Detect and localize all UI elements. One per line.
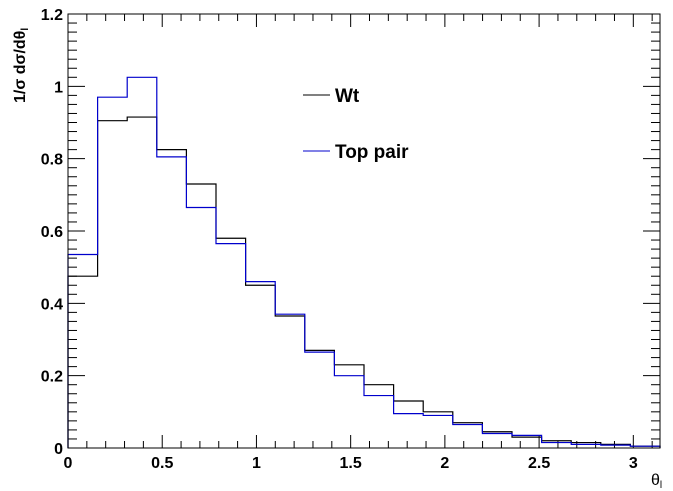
y-tick-label: 1 <box>54 79 63 96</box>
x-tick-label: 0 <box>64 455 73 472</box>
legend-label-top-pair: Top pair <box>335 142 409 163</box>
x-tick-label: 1 <box>252 455 261 472</box>
y-tick-label: 0.4 <box>41 296 63 313</box>
y-tick-label: 0.8 <box>41 152 63 169</box>
x-tick-label: 1.5 <box>340 455 362 472</box>
series-top-pair-step-line <box>67 76 661 448</box>
x-tick-label: 3 <box>629 455 638 472</box>
x-axis-label-sub: l <box>660 480 662 491</box>
y-axis-label-main: 1/σ dσ/dθ <box>12 31 29 103</box>
tick-labels: 0 0.5 1 1.5 2 2.5 3 0 0.2 0.4 0.6 0.8 1 1.2 <box>41 7 638 472</box>
series-wt-step-line <box>67 116 661 448</box>
series-layer <box>67 76 661 448</box>
x-axis-label-main: θ <box>651 472 660 489</box>
y-tick-label: 0 <box>54 441 63 458</box>
plot-frame <box>67 13 661 449</box>
y-tick-label: 0.2 <box>41 369 63 386</box>
y-axis-label-sub: l <box>20 28 31 31</box>
x-tick-label: 2 <box>440 455 449 472</box>
y-tick-label: 1.2 <box>41 7 63 24</box>
x-tick-label: 0.5 <box>151 455 173 472</box>
x-tick-label: 2.5 <box>528 455 550 472</box>
x-axis-label: θl <box>651 472 662 491</box>
legend: Wt Top pair <box>303 86 409 163</box>
legend-label-wt: Wt <box>335 86 360 107</box>
y-axis-label: 1/σ dσ/dθl <box>12 28 31 103</box>
y-tick-label: 0.6 <box>41 224 63 241</box>
